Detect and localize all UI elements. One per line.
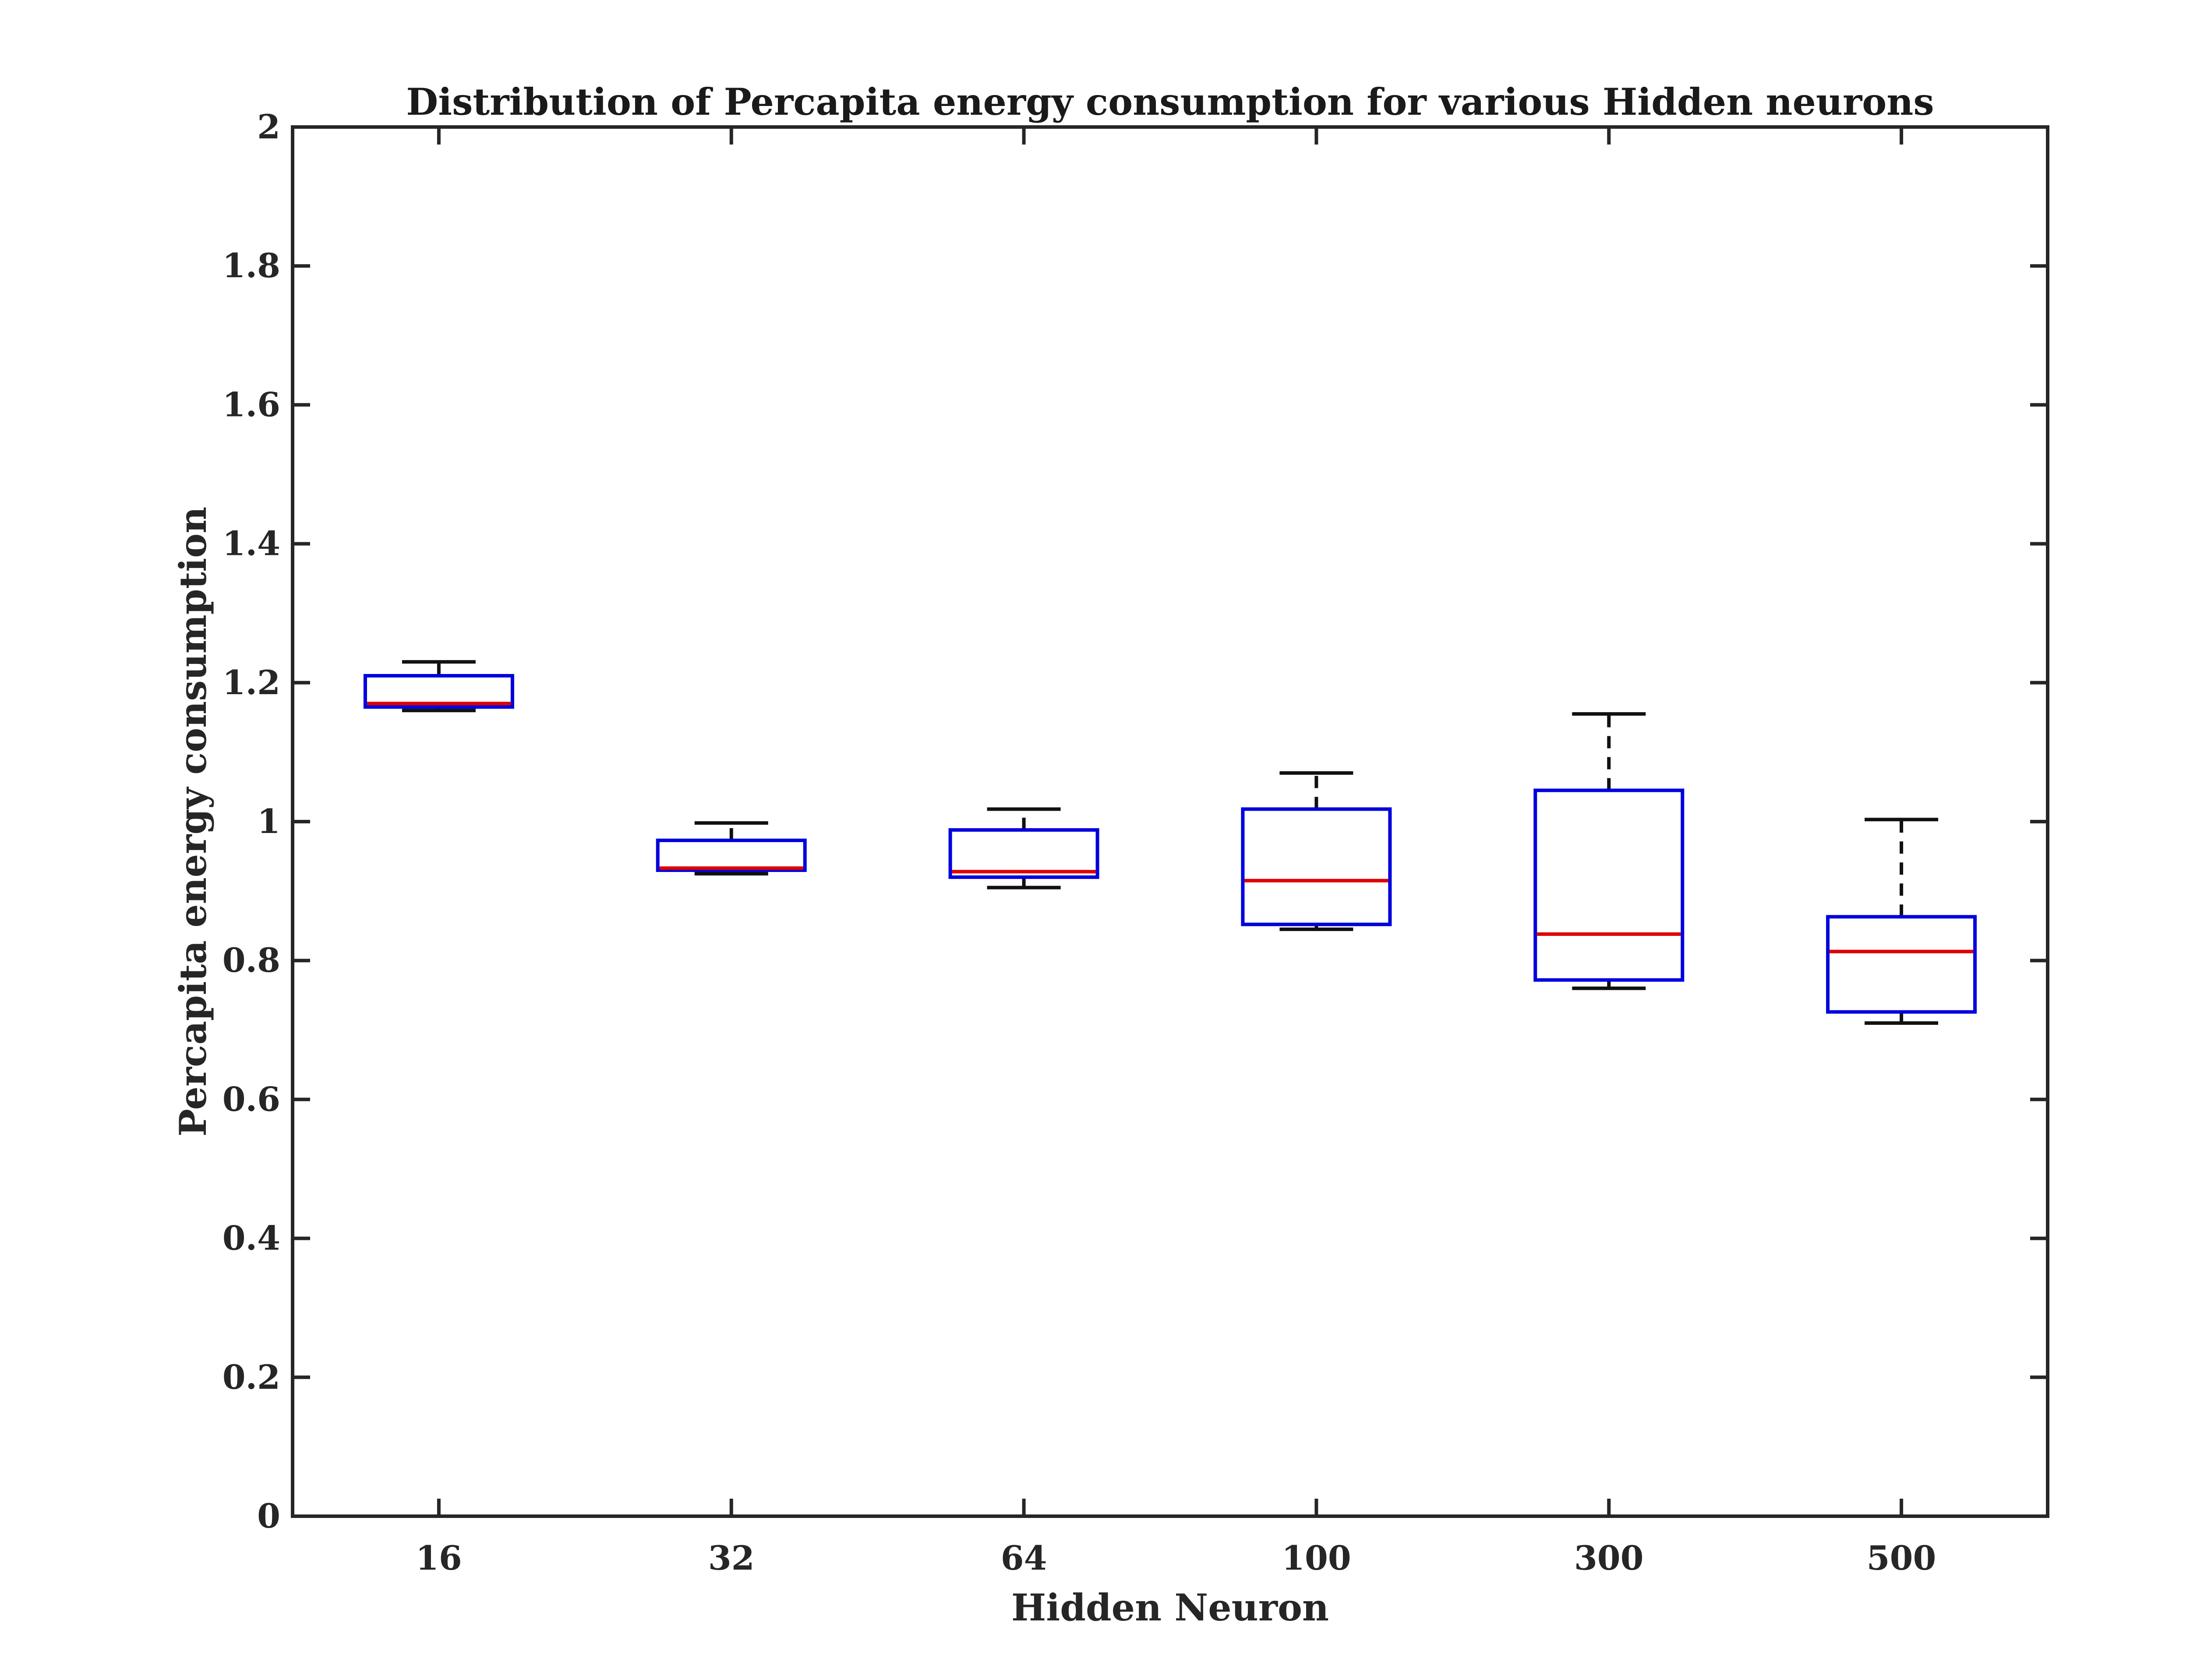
x-tick-label: 100 bbox=[1282, 1539, 1351, 1578]
box-group bbox=[363, 660, 514, 713]
box-group bbox=[1241, 771, 1392, 931]
y-tick-label: 0 bbox=[257, 1496, 280, 1535]
y-tick-label: 1.6 bbox=[223, 385, 280, 424]
y-tick-label: 0.6 bbox=[223, 1080, 280, 1119]
y-tick-label: 1 bbox=[257, 802, 280, 841]
box-group bbox=[656, 821, 807, 875]
y-tick-label: 1.4 bbox=[223, 524, 280, 563]
x-tick-label: 300 bbox=[1574, 1539, 1644, 1578]
y-axis-label: Percapita energy consumption bbox=[171, 507, 215, 1136]
box-series bbox=[363, 660, 1977, 1025]
box-iqr bbox=[1533, 788, 1685, 982]
box-iqr bbox=[948, 828, 1099, 879]
box-iqr bbox=[1241, 807, 1392, 926]
plot-area-frame bbox=[291, 125, 2049, 1518]
box-group bbox=[1533, 712, 1685, 990]
box-group bbox=[1826, 818, 1977, 1025]
y-tick-label: 0.4 bbox=[223, 1219, 280, 1258]
x-tick-label: 32 bbox=[708, 1539, 755, 1578]
y-tick-label: 1.8 bbox=[223, 246, 280, 285]
box-group bbox=[948, 807, 1099, 889]
y-tick-label: 0.2 bbox=[223, 1358, 280, 1397]
chart-title: Distribution of Percapita energy consump… bbox=[406, 80, 1934, 124]
box-iqr bbox=[656, 838, 807, 872]
x-axis-label: Hidden Neuron bbox=[1011, 1586, 1329, 1629]
x-tick-label: 500 bbox=[1867, 1539, 1936, 1578]
y-tick-label: 2 bbox=[257, 107, 280, 146]
y-tick-label: 1.2 bbox=[223, 663, 280, 702]
x-tick-label: 16 bbox=[416, 1539, 462, 1578]
y-axis: 0 0.2 0.4 0.6 0.8 1 1.2 1.4 1.6 1.8 2 bbox=[223, 107, 2048, 1535]
x-axis: 16 32 64 100 300 500 bbox=[416, 127, 1936, 1578]
x-tick-label: 64 bbox=[1001, 1539, 1047, 1578]
y-tick-label: 0.8 bbox=[223, 941, 280, 980]
box-iqr bbox=[1826, 915, 1977, 1014]
